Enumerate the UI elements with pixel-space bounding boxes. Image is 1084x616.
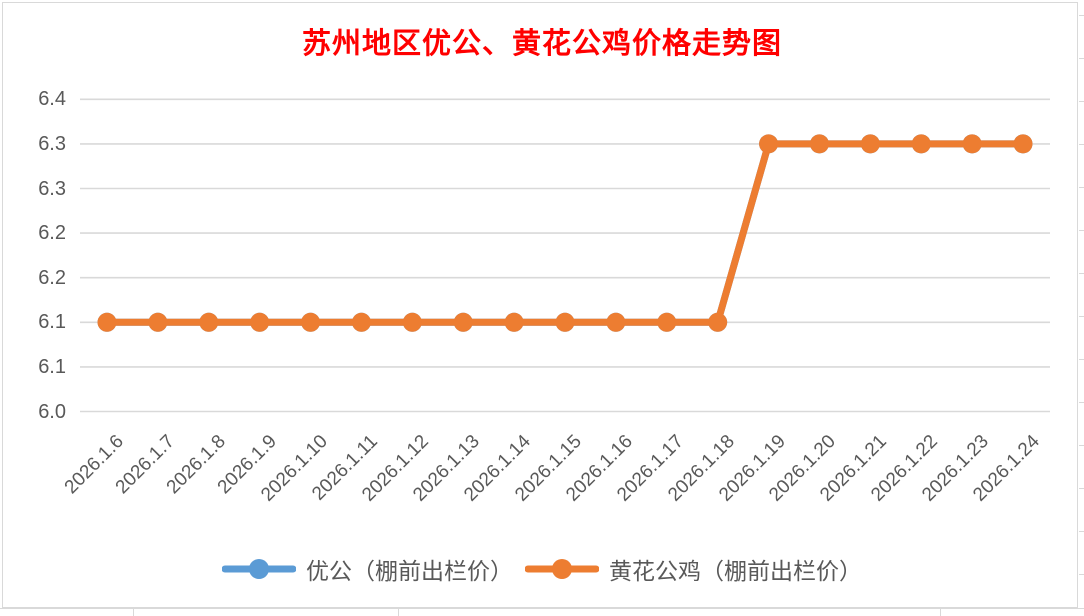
chart-frame	[2, 2, 1078, 608]
worksheet-cell-border	[1079, 230, 1084, 231]
y-tick-label: 6.0	[38, 400, 66, 423]
chart-legend: 优公（棚前出栏价） 黄花公鸡（棚前出栏价）	[0, 553, 1084, 585]
data-point-marker[interactable]	[911, 134, 931, 154]
worksheet-cell-border	[1079, 58, 1084, 59]
data-point-marker[interactable]	[148, 312, 168, 332]
legend-marker-icon	[222, 559, 296, 579]
y-tick-label: 6.3	[38, 177, 66, 200]
data-point-marker[interactable]	[351, 312, 371, 332]
legend-item-0[interactable]: 优公（棚前出栏价）	[222, 552, 513, 586]
worksheet-cell-border	[940, 609, 941, 616]
worksheet-cell-border	[1079, 273, 1084, 274]
data-point-marker[interactable]	[555, 312, 575, 332]
data-point-marker[interactable]	[504, 312, 524, 332]
worksheet-cell-border	[398, 609, 399, 616]
worksheet-gridline-bottom	[0, 608, 1084, 609]
y-tick-label: 6.1	[38, 355, 66, 378]
worksheet-cell-border	[1079, 445, 1084, 446]
worksheet-cell-border	[1079, 488, 1084, 489]
y-tick-label: 6.3	[38, 132, 66, 155]
worksheet-cell-border	[1079, 101, 1084, 102]
data-point-marker[interactable]	[708, 312, 728, 332]
worksheet-cell-border	[1079, 144, 1084, 145]
worksheet-cell-border	[1079, 359, 1084, 360]
y-tick-label: 6.4	[38, 88, 66, 111]
legend-item-1[interactable]: 黄花公鸡（棚前出栏价）	[525, 552, 862, 586]
data-point-marker[interactable]	[860, 134, 880, 154]
data-point-marker[interactable]	[759, 134, 779, 154]
data-point-marker[interactable]	[962, 134, 982, 154]
data-point-marker[interactable]	[97, 312, 117, 332]
legend-label: 黄花公鸡（棚前出栏价）	[609, 559, 862, 584]
data-point-marker[interactable]	[453, 312, 473, 332]
data-point-marker[interactable]	[250, 312, 270, 332]
data-point-marker[interactable]	[657, 312, 677, 332]
worksheet-cell-border	[1079, 187, 1084, 188]
data-point-marker[interactable]	[301, 312, 321, 332]
y-tick-label: 6.1	[38, 311, 66, 334]
data-point-marker[interactable]	[402, 312, 422, 332]
worksheet-cell-border	[133, 609, 134, 616]
y-tick-label: 6.2	[38, 266, 66, 289]
worksheet-cell-border	[1079, 402, 1084, 403]
y-tick-label: 6.2	[38, 222, 66, 245]
legend-marker-icon	[525, 559, 599, 579]
legend-label: 优公（棚前出栏价）	[306, 559, 513, 584]
data-point-marker[interactable]	[809, 134, 829, 154]
worksheet-cell-border	[1079, 316, 1084, 317]
data-point-marker[interactable]	[606, 312, 626, 332]
worksheet-cell-border	[1079, 531, 1084, 532]
worksheet-cell-border	[1079, 15, 1084, 16]
data-point-marker[interactable]	[1013, 134, 1033, 154]
worksheet-cell-border	[1079, 574, 1084, 575]
data-point-marker[interactable]	[199, 312, 219, 332]
chart-title: 苏州地区优公、黄花公鸡价格走势图	[301, 28, 782, 60]
